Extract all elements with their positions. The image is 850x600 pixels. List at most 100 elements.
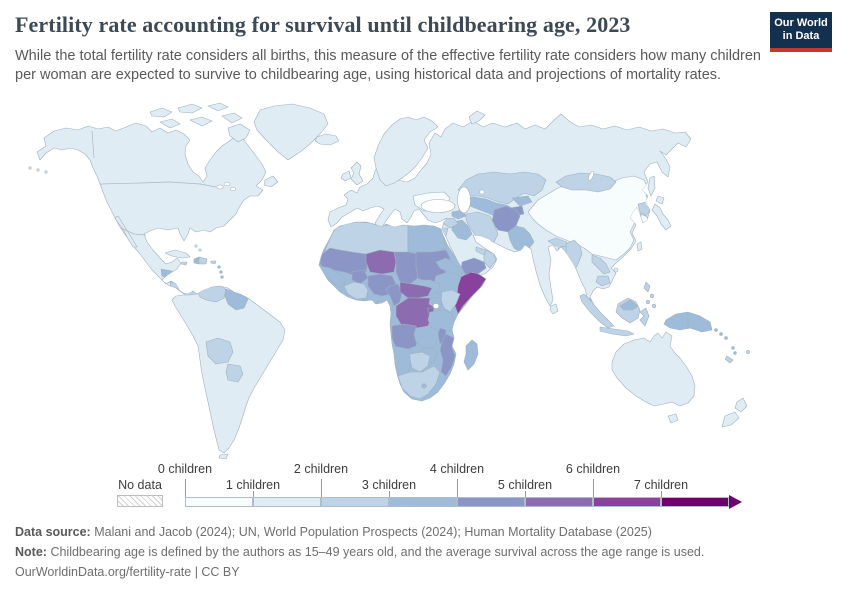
region-japan[interactable] <box>651 203 672 231</box>
region-north-korea[interactable] <box>637 201 651 217</box>
region-ivory-coast-ghana[interactable] <box>343 281 369 300</box>
legend-bin-swatch[interactable] <box>185 497 253 507</box>
region-bahamas[interactable] <box>194 244 202 252</box>
region-sulawesi[interactable] <box>639 307 650 327</box>
region-burkina-faso[interactable] <box>351 269 369 285</box>
region-angola[interactable] <box>391 323 419 351</box>
region-cambodia[interactable] <box>595 275 611 287</box>
region-philippines[interactable] <box>643 281 657 309</box>
legend-bin-swatch[interactable] <box>457 497 525 507</box>
region-zambia[interactable] <box>413 325 441 349</box>
region-scandinavia[interactable] <box>373 116 439 187</box>
region-tierra-del-fuego[interactable] <box>218 453 229 460</box>
region-kenya[interactable] <box>440 289 461 313</box>
region-haiti[interactable] <box>193 256 200 265</box>
owid-logo-text: Our World in Data <box>770 12 832 48</box>
legend-bin-tick <box>253 491 254 497</box>
region-arctic-islands[interactable] <box>149 102 251 143</box>
us-canada-border <box>99 181 217 188</box>
legend-bin-swatch[interactable] <box>389 497 457 507</box>
region-tasmania[interactable] <box>667 413 679 424</box>
region-kyrgyzstan[interactable] <box>511 195 533 207</box>
lake-baikal <box>587 171 595 181</box>
region-botswana[interactable] <box>409 351 431 373</box>
region-lesotho[interactable] <box>421 383 427 389</box>
legend-bin-label[interactable]: 2 children <box>293 462 349 476</box>
data-source-label: Data source: <box>15 525 91 539</box>
region-new-zealand[interactable] <box>721 397 748 428</box>
legend-bin-label[interactable]: 5 children <box>497 478 553 492</box>
legend-bin-swatch[interactable] <box>321 497 389 507</box>
region-aleutian-islands[interactable] <box>28 166 48 174</box>
region-uae-qatar[interactable] <box>475 246 487 256</box>
region-iraq[interactable] <box>451 219 473 241</box>
legend-bin-label[interactable]: 0 children <box>157 462 213 476</box>
region-ireland[interactable] <box>340 170 352 182</box>
region-jamaica[interactable] <box>180 261 188 266</box>
region-mongolia[interactable] <box>555 172 617 193</box>
region-central-african-republic[interactable] <box>399 281 433 299</box>
region-australia[interactable] <box>611 331 696 407</box>
region-java[interactable] <box>599 326 635 337</box>
region-united-kingdom[interactable] <box>350 161 364 186</box>
country-borders <box>91 130 217 236</box>
legend-bin-label[interactable]: 3 children <box>361 478 417 492</box>
region-kazakhstan[interactable] <box>457 171 547 205</box>
region-south-africa[interactable] <box>397 365 441 400</box>
region-sakhalin[interactable] <box>647 175 656 197</box>
region-cameroon[interactable] <box>385 283 403 307</box>
alaska-canada-border <box>91 130 95 159</box>
legend-bin-label[interactable]: 1 children <box>225 478 281 492</box>
region-syria[interactable] <box>443 217 459 229</box>
region-hokkaido[interactable] <box>655 195 665 205</box>
region-iceland[interactable] <box>314 133 340 146</box>
region-sri-lanka[interactable] <box>549 303 559 315</box>
region-paraguay[interactable] <box>225 363 244 383</box>
region-niger[interactable] <box>365 249 397 275</box>
region-dominican-republic[interactable] <box>198 256 208 265</box>
region-baja-california[interactable] <box>114 215 138 248</box>
aral-sea <box>479 189 485 195</box>
legend-bin-label[interactable]: 6 children <box>565 462 621 476</box>
region-madagascar[interactable] <box>463 339 479 371</box>
region-laos[interactable] <box>591 254 611 275</box>
region-hainan[interactable] <box>613 267 619 273</box>
region-pakistan[interactable] <box>507 225 535 253</box>
region-vanuatu[interactable] <box>731 346 737 355</box>
region-sumatra[interactable] <box>579 293 615 329</box>
legend-bin-tick <box>389 491 390 497</box>
region-puerto-rico[interactable] <box>210 260 217 265</box>
region-eritrea-djibouti[interactable] <box>435 257 465 276</box>
no-data-swatch[interactable] <box>117 495 163 507</box>
legend-arrow-icon <box>729 495 742 509</box>
url-line[interactable]: OurWorldinData.org/fertility-rate | CC B… <box>15 565 240 579</box>
us-mexico-border <box>120 227 147 236</box>
region-newfoundland[interactable] <box>263 175 279 188</box>
legend-bin-swatch[interactable] <box>593 497 661 507</box>
region-iran[interactable] <box>465 211 499 243</box>
region-solomon-islands[interactable] <box>714 328 728 340</box>
region-novaya-zemlya[interactable] <box>468 110 486 125</box>
legend-bin-swatch[interactable] <box>661 497 729 507</box>
region-new-caledonia[interactable] <box>724 355 734 364</box>
legend-bin-label[interactable]: 4 children <box>429 462 485 476</box>
chart-subtitle: While the total fertility rate considers… <box>15 48 761 83</box>
region-lesser-antilles[interactable] <box>217 265 224 279</box>
legend-bin-swatch[interactable] <box>253 497 321 507</box>
region-tanzania[interactable] <box>427 309 455 333</box>
region-greenland[interactable] <box>253 103 329 161</box>
region-guyanas[interactable] <box>224 288 249 311</box>
region-fiji[interactable] <box>746 350 750 354</box>
region-malaysia-borneo[interactable] <box>619 299 639 311</box>
black-sea <box>420 199 456 213</box>
owid-logo[interactable]: Our World in Data <box>770 12 832 52</box>
legend-bin-label[interactable]: 7 children <box>633 478 689 492</box>
region-chad[interactable] <box>393 251 419 285</box>
region-cuba[interactable] <box>164 249 191 259</box>
region-taiwan[interactable] <box>636 241 643 252</box>
legend-bin-swatch[interactable] <box>525 497 593 507</box>
region-north-america[interactable] <box>36 122 267 299</box>
region-bolivia[interactable] <box>205 337 234 365</box>
